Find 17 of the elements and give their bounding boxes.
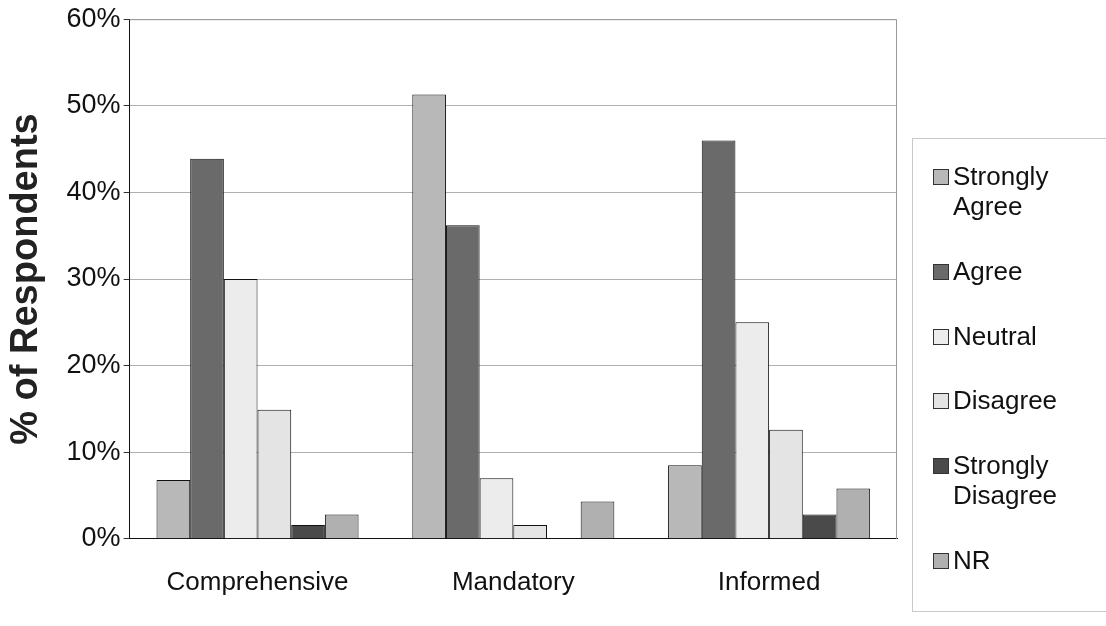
legend-label: Neutral [953, 320, 1037, 351]
legend-label: Strongly Disagree [953, 450, 1059, 511]
legend-label: NR [953, 544, 991, 575]
legend-label: Disagree [953, 385, 1058, 416]
y-tick-label: 40% [66, 175, 121, 206]
y-tick-label: 60% [66, 2, 121, 33]
x-tick-label: Comprehensive [166, 565, 349, 596]
y-axis-title: % of Respondents [3, 113, 46, 445]
legend-label: Strongly Agree [953, 161, 1050, 221]
y-tick-label: 10% [66, 435, 121, 466]
legend-label: Agree [953, 255, 1023, 286]
y-tick-label: 0% [81, 522, 121, 553]
x-tick-label: Mandatory [451, 565, 575, 596]
y-tick-label: 20% [66, 349, 121, 380]
y-tick-label: 30% [66, 262, 121, 293]
x-tick-label: Informed [717, 565, 821, 596]
y-tick-label: 50% [66, 89, 121, 120]
